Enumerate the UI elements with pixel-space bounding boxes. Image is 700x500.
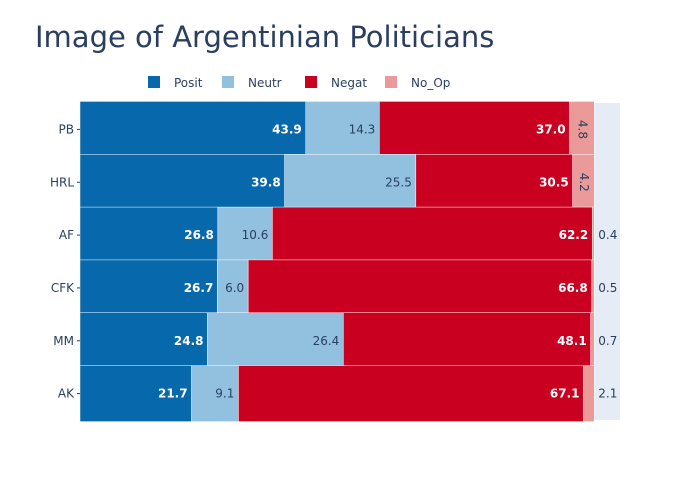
data-label-hrl-negat: 30.5 [539,175,569,189]
data-label-cfk-no-op: 0.5 [598,281,617,295]
bar-af-neutr[interactable] [217,206,273,264]
data-label-hrl-neutr: 25.5 [385,175,412,189]
legend[interactable]: Posit Neutr Negat No_Op [148,76,450,90]
data-label-cfk-negat: 66.8 [558,281,588,295]
bar-af-no-op[interactable] [591,206,595,264]
bar-ak-neutr[interactable] [191,365,239,422]
data-label-ak-neutr: 9.1 [215,387,234,401]
legend-swatch-negat[interactable] [305,76,317,88]
bar-af-negat[interactable] [272,206,593,264]
data-label-pb-posit: 43.9 [272,122,302,136]
data-label-pb-negat: 37.0 [536,122,566,136]
bar-hrl-posit[interactable] [79,154,285,211]
data-label-ak-posit: 21.7 [158,387,188,401]
legend-swatch-neutr[interactable] [222,76,234,88]
bar-pb-negat[interactable] [379,101,570,158]
bar-cfk-negat[interactable] [247,259,592,317]
y-tick-hrl: HRL [50,175,74,189]
data-label-ak-no-op: 2.1 [598,387,617,401]
bar-hrl-negat[interactable] [415,154,573,211]
bars: 43.9 14.3 37.0 4.8 39.8 25.5 30.5 4.2 26.8 10.6 62… [79,101,617,422]
data-label-pb-no-op: 4.8 [575,120,589,139]
data-label-mm-neutr: 26.4 [313,334,340,348]
bar-pb-no-op[interactable] [569,101,595,158]
y-axis-ticks: PB HRL AF CFK MM AK [50,122,80,401]
bar-hrl-neutr[interactable] [284,154,417,211]
y-tick-mm: MM [53,334,74,348]
bar-af-posit[interactable] [79,206,219,264]
legend-label-negat[interactable]: Negat [331,76,367,90]
y-tick-af: AF [59,228,74,242]
bar-cfk-no-op[interactable] [591,259,595,317]
bar-ak-no-op[interactable] [583,365,595,422]
legend-swatch-no-op[interactable] [385,76,397,88]
data-label-ak-negat: 67.1 [550,387,580,401]
legend-label-neutr[interactable]: Neutr [248,76,282,90]
data-label-hrl-posit: 39.8 [251,175,281,189]
data-label-af-negat: 62.2 [559,228,589,242]
bar-cfk-posit[interactable] [79,259,218,317]
data-label-cfk-neutr: 6.0 [225,281,244,295]
data-label-pb-neutr: 14.3 [349,122,376,136]
y-tick-pb: PB [59,122,74,136]
bar-cfk-neutr[interactable] [217,259,249,317]
data-label-mm-no-op: 0.7 [598,334,617,348]
legend-swatch-posit[interactable] [148,76,160,88]
data-label-hrl-no-op: 4.2 [577,173,591,192]
bar-mm-no-op[interactable] [590,312,595,369]
data-label-af-neutr: 10.6 [242,228,269,242]
data-label-mm-negat: 48.1 [557,334,587,348]
data-label-mm-posit: 24.8 [174,334,204,348]
data-label-af-no-op: 0.4 [598,228,617,242]
data-label-af-posit: 26.8 [184,228,214,242]
bar-ak-posit[interactable] [79,365,192,422]
bar-mm-negat[interactable] [343,312,591,369]
data-label-cfk-posit: 26.7 [184,281,214,295]
bar-pb-posit[interactable] [79,101,307,158]
bar-mm-neutr[interactable] [207,312,344,369]
legend-label-no-op[interactable]: No_Op [411,76,450,90]
legend-label-posit[interactable]: Posit [174,76,203,90]
bar-ak-negat[interactable] [238,365,584,422]
y-tick-cfk: CFK [51,281,75,295]
chart-title: Image of Argentinian Politicians [35,20,495,54]
y-tick-ak: AK [58,387,75,401]
